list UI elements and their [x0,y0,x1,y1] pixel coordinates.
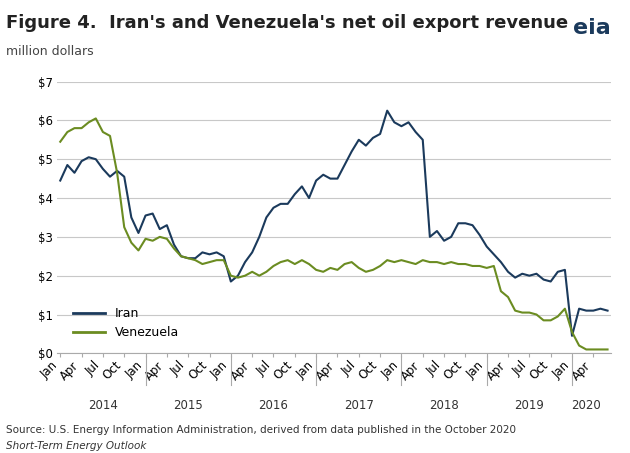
Line: Venezuela: Venezuela [60,118,607,349]
Text: Figure 4.  Iran's and Venezuela's net oil export revenue: Figure 4. Iran's and Venezuela's net oil… [6,14,568,32]
Text: 2019: 2019 [515,399,544,412]
Text: 2018: 2018 [429,399,459,412]
Text: 2014: 2014 [88,399,118,412]
Text: Source: U.S. Energy Information Administration, derived from data published in t: Source: U.S. Energy Information Administ… [6,425,517,435]
Venezuela [583,347,590,352]
Text: 2017: 2017 [344,399,374,412]
Venezuela [341,261,348,267]
Venezuela [92,116,100,121]
Iran [568,333,576,338]
Iran [384,108,391,113]
Text: 2016: 2016 [258,399,289,412]
Venezuela [99,129,106,135]
Text: million dollars: million dollars [6,45,94,58]
Legend: Iran, Venezuela: Iran, Venezuela [69,302,184,344]
Venezuela [156,234,164,240]
Iran [604,308,611,313]
Text: 2020: 2020 [571,399,601,412]
Iran [454,221,462,226]
Venezuela [454,261,462,267]
Venezuela [298,257,306,263]
Iran [291,192,299,197]
Text: 2015: 2015 [173,399,203,412]
Venezuela [57,139,64,145]
Iran [92,156,100,162]
Iran [149,211,156,216]
Text: Short-Term Energy Outlook: Short-Term Energy Outlook [6,441,147,451]
Venezuela [241,273,249,279]
Venezuela [604,347,611,352]
Iran [57,178,64,183]
Line: Iran: Iran [60,111,607,336]
Text: eia: eia [573,18,611,38]
Iran [234,273,242,279]
Iran [334,176,341,181]
